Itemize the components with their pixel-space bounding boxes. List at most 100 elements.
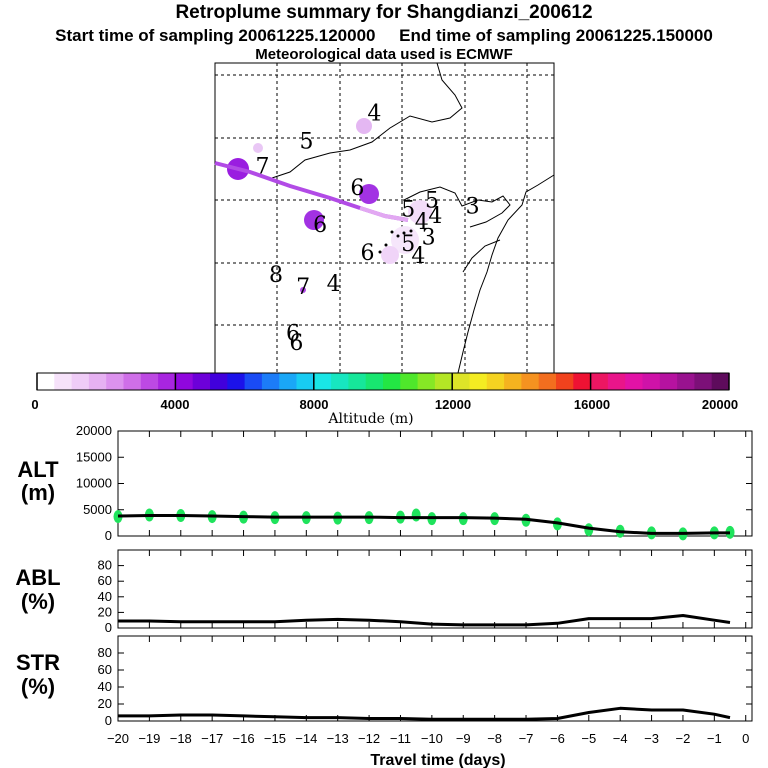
colorbar-swatch [434, 373, 453, 390]
colorbar-swatch [521, 373, 540, 390]
sampling-times: Start time of sampling 20061225.120000 E… [0, 26, 768, 46]
x-tick-label: −10 [421, 731, 443, 746]
str-ylabel: STR [16, 650, 60, 675]
x-tick-label: −8 [487, 731, 502, 746]
plume-track-recent [359, 206, 409, 222]
map-altitude-label: 7 [296, 275, 310, 300]
map-altitude-label: 4 [367, 102, 381, 127]
x-tick-label: −14 [295, 731, 317, 746]
plume-bubble [300, 287, 306, 293]
colorbar-swatch [590, 373, 609, 390]
x-tick-label: −9 [456, 731, 471, 746]
str-ytick-label: 20 [98, 696, 112, 711]
x-tick-label: −18 [170, 731, 192, 746]
colorbar-swatch [192, 373, 211, 390]
colorbar-tick-label: 0 [31, 397, 38, 412]
map-altitude-label: 5 [425, 188, 439, 213]
trajectory-dot [390, 230, 394, 234]
chart-title: Retroplume summary for Shangdianzi_20061… [175, 2, 593, 23]
colorbar-label: Altitude (m) [327, 411, 413, 427]
map-frame [214, 62, 555, 374]
alt-ylabel-unit: (m) [21, 480, 55, 505]
plume-bubble [359, 184, 379, 204]
map-altitude-label: 6 [286, 322, 300, 347]
colorbar-swatch [261, 373, 280, 390]
x-tick-label: −3 [644, 731, 659, 746]
x-tick-label: −16 [233, 731, 255, 746]
alt-ytick-label: 10000 [76, 476, 112, 491]
x-tick-label: 0 [742, 731, 749, 746]
colorbar-swatch [607, 373, 626, 390]
x-tick-label: −12 [358, 731, 380, 746]
x-tick-label: −15 [264, 731, 286, 746]
colorbar-swatch [313, 373, 332, 390]
map-altitude-label: 5 [300, 130, 314, 155]
colorbar-tick-label: 4000 [161, 397, 190, 412]
colorbar-swatch [694, 373, 713, 390]
plume-bubble [391, 226, 419, 254]
x-tick-label: −13 [327, 731, 349, 746]
abl-frame [117, 549, 753, 629]
x-tick-label: −17 [201, 731, 223, 746]
colorbar-swatch [54, 373, 73, 390]
str-ytick-label: 40 [98, 679, 112, 694]
x-tick-labels: −20 −19 −18 −17 −16 −15 −14 −13 −12 −11 −10 −9 −8 −7−… [107, 731, 749, 746]
altitude-point [411, 508, 421, 522]
x-tick-label: −1 [707, 731, 722, 746]
map-altitude-label: 6 [361, 241, 375, 266]
colorbar-swatch [504, 373, 522, 390]
colorbar-swatch [279, 373, 297, 390]
colorbar-swatch [365, 373, 384, 390]
colorbar-swatch [400, 373, 419, 390]
map-gridlines [215, 63, 554, 373]
coastline [457, 174, 555, 374]
colorbar-swatch [538, 373, 557, 390]
plume-bubble [381, 246, 399, 264]
altitude-point [725, 525, 735, 539]
met-data-label: Meteorological data used is ECMWF [255, 46, 513, 63]
colorbar-swatch [296, 373, 315, 390]
border-line [271, 62, 463, 179]
x-axis-label: Travel time (days) [370, 752, 505, 768]
map-altitude-label: 3 [422, 226, 436, 251]
trajectory-dot [378, 250, 382, 254]
colorbar-swatch [123, 373, 142, 390]
colorbar-swatch [71, 373, 90, 390]
str-ytick-label: 80 [98, 645, 112, 660]
colorbar-swatch [106, 373, 124, 390]
map-altitude-label: 4 [428, 204, 442, 229]
plume-bubble [408, 200, 432, 224]
colorbar-swatch [556, 373, 574, 390]
colorbar-swatch [158, 373, 176, 390]
abl-ylabel: ABL [15, 565, 60, 590]
colorbar-swatch [573, 373, 592, 390]
colorbar-swatch [175, 373, 194, 390]
x-tick-label: −4 [613, 731, 628, 746]
trajectory-dot [384, 243, 388, 247]
x-tick-label: −5 [581, 731, 596, 746]
str-ytick-label: 0 [105, 713, 112, 728]
plume-bubble [304, 210, 324, 230]
alt-ylabel: ALT [17, 457, 59, 482]
map-altitude-label: 7 [255, 154, 269, 179]
colorbar-swatch [210, 373, 228, 390]
colorbar-swatch [383, 373, 401, 390]
colorbar-swatch [642, 373, 661, 390]
abl-ytick-label: 60 [98, 573, 112, 588]
abl-series-line [118, 614, 731, 627]
alt-ytick-label: 0 [105, 528, 112, 543]
colorbar [36, 372, 730, 391]
altitude-point [113, 510, 123, 524]
plume-bubble [356, 118, 372, 134]
colorbar-tick-label: 16000 [574, 397, 610, 412]
colorbar-swatch [711, 373, 730, 390]
map-altitude-label: 4 [327, 272, 341, 297]
x-tick-label: −11 [390, 731, 411, 746]
trajectory-dot [402, 231, 406, 235]
alt-ytick-label: 5000 [83, 502, 112, 517]
colorbar-swatch [227, 373, 246, 390]
abl-ytick-label: 40 [98, 589, 112, 604]
